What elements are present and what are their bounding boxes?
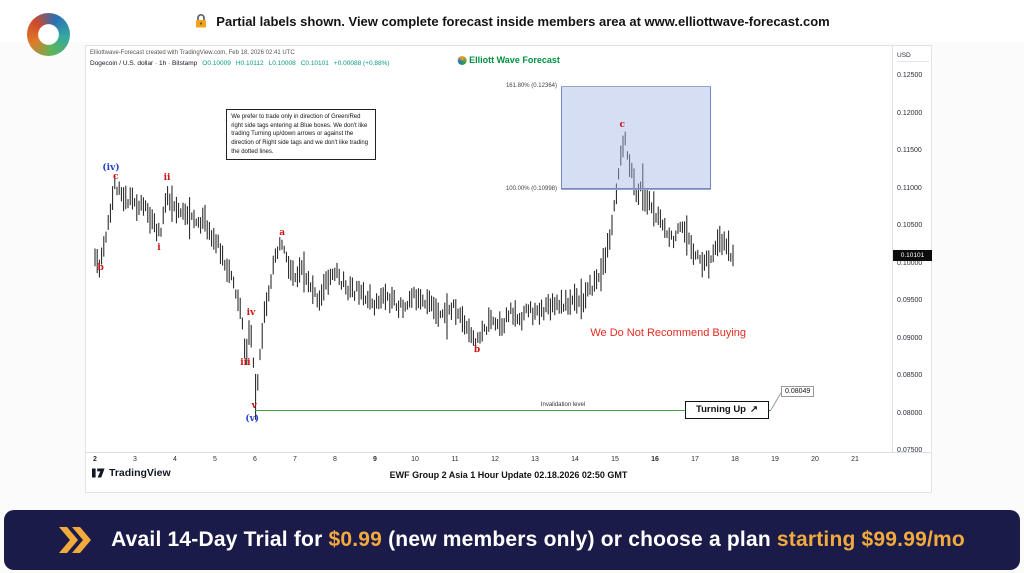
lock-icon <box>196 14 207 28</box>
price-chart[interactable]: (iv) c b i ii a iv iii v (v) b c 161.80% (0.12364) 10… <box>86 46 892 452</box>
ewf-watermark: Elliott Wave Forecast <box>457 55 560 65</box>
blue-box-target-zone <box>561 86 711 189</box>
time-axis-tick: 4 <box>173 456 177 463</box>
time-axis-tick: 6 <box>253 456 257 463</box>
candlestick-series <box>94 131 782 420</box>
double-chevron-icon <box>59 527 92 553</box>
time-axis-tick: 13 <box>531 456 539 463</box>
promo-mid: (new members only) or choose a plan <box>382 528 777 551</box>
price-axis-tick: 0.11500 <box>897 147 922 154</box>
currency-label: USD <box>897 52 929 62</box>
time-axis-tick: 5 <box>213 456 217 463</box>
wave-label-a: a <box>279 227 286 238</box>
symbol-info[interactable]: Dogecoin / U.S. dollar · 1h · Bitstamp O… <box>90 60 390 67</box>
ohlc-change: +0.00088 (+0.88%) <box>333 60 390 67</box>
price-axis-tick: 0.07500 <box>897 447 923 454</box>
wave-label-v: (v) <box>245 413 260 424</box>
invalidation-line <box>255 409 771 411</box>
turning-up-tag: Turning Up ↗ <box>685 400 769 419</box>
members-notice-text: Partial labels shown. View complete fore… <box>216 13 830 29</box>
wave-label-iii: iii <box>240 358 251 369</box>
price-axis-tick: 0.12500 <box>897 72 923 79</box>
time-axis-tick: 18 <box>731 456 739 463</box>
time-axis-tick: 12 <box>491 456 499 463</box>
fib-level-label: 100.00% (0.10998) <box>505 185 557 192</box>
wave-label-v: v <box>251 401 257 411</box>
ewf-watermark-text: Elliott Wave Forecast <box>469 55 560 65</box>
time-axis-tick: 16 <box>651 456 659 463</box>
wave-label-b: b <box>97 263 104 273</box>
time-axis-tick: 3 <box>133 456 137 463</box>
time-axis-tick: 19 <box>771 456 779 463</box>
invalidation-price-tag: 0.08049 <box>781 385 815 397</box>
wave-label-c: c <box>113 171 119 182</box>
no-buy-warning: We Do Not Recommend Buying <box>590 327 747 340</box>
wave-label-iv: (iv) <box>102 162 120 173</box>
invalidation-label: Invalidation level <box>540 401 586 408</box>
promo-banner: Avail 14-Day Trial for $0.99 (new member… <box>4 510 1020 570</box>
chart-panel: Elliottwave-Forecast created with Tradin… <box>85 45 932 493</box>
promo-pre: Avail 14-Day Trial for <box>111 528 329 551</box>
time-axis-tick: 9 <box>373 456 377 463</box>
current-price-tag: 0.10101 <box>893 249 932 261</box>
fib-line <box>561 188 711 190</box>
turning-up-label: Turning Up <box>696 404 746 416</box>
price-axis-tick: 0.10000 <box>897 259 923 267</box>
time-axis-tick: 20 <box>811 456 819 463</box>
wave-label-iv: iv <box>246 308 256 318</box>
wave-label-ii: ii <box>163 173 171 183</box>
time-axis-tick: 7 <box>293 456 297 463</box>
promo-text: Avail 14-Day Trial for $0.99 (new member… <box>111 528 965 552</box>
price-axis-tick: 0.08000 <box>897 409 923 417</box>
promo-price: $0.99 <box>328 528 383 551</box>
time-axis-tick: 11 <box>451 456 459 463</box>
up-arrow-icon: ↗ <box>749 404 758 416</box>
ohlc-open: O0.10009 <box>202 60 231 67</box>
chart-caption: EWF Group 2 Asia 1 Hour Update 02.18.202… <box>389 470 628 480</box>
price-axis-tick: 0.09000 <box>897 334 923 342</box>
ohlc-high: H0.10112 <box>235 60 264 67</box>
wave-label-c: c <box>619 119 625 130</box>
time-axis[interactable]: 2 3 4 5 6 7 8 9 10 11 12 13 14 15 16 17 18 19 20 21 <box>86 454 892 468</box>
time-axis-tick: 10 <box>411 456 419 463</box>
ohlc-low: L0.10008 <box>268 60 296 67</box>
time-axis-tick: 21 <box>851 456 859 463</box>
price-axis-tick: 0.08500 <box>897 372 923 379</box>
ohlc-close: C0.10101 <box>300 60 329 67</box>
time-axis-tick: 2 <box>93 456 97 463</box>
ewf-logo-icon <box>457 55 467 65</box>
site-logo <box>27 13 70 56</box>
wave-label-i: i <box>157 242 161 253</box>
tradingview-logo[interactable]: TradingView <box>92 467 171 479</box>
promo-highlight: starting $99.99/mo <box>776 528 965 551</box>
trading-note: We prefer to trade only in direction of … <box>226 109 377 161</box>
wave-label-b: b <box>473 344 481 355</box>
time-axis-tick: 15 <box>611 456 619 463</box>
price-axis-tick: 0.11000 <box>897 184 922 192</box>
price-axis-tick: 0.09500 <box>897 297 923 304</box>
symbol-name: Dogecoin / U.S. dollar · 1h · Bitstamp <box>90 60 198 67</box>
tradingview-mark-icon <box>92 468 105 478</box>
tradingview-label: TradingView <box>109 467 171 479</box>
time-axis-tick: 17 <box>691 456 699 463</box>
price-axis-tick: 0.12000 <box>897 109 923 117</box>
time-axis-tick: 14 <box>571 456 579 463</box>
members-notice-bar: Partial labels shown. View complete fore… <box>0 0 1024 42</box>
price-axis[interactable]: USD 0.10101 0.12500 0.12000 0.11500 0.11000… <box>893 46 933 454</box>
price-axis-divider <box>892 46 893 453</box>
fib-level-label: 161.80% (0.12364) <box>505 83 557 90</box>
chart-overlays: (iv) c b i ii a iv iii v (v) b c 161.80% (0.12364) 10… <box>86 46 892 452</box>
chart-credit: Elliottwave-Forecast created with Tradin… <box>90 50 295 56</box>
time-axis-divider <box>86 452 931 453</box>
fib-line <box>561 86 711 88</box>
price-axis-tick: 0.10500 <box>897 222 923 229</box>
time-axis-tick: 8 <box>333 456 337 463</box>
